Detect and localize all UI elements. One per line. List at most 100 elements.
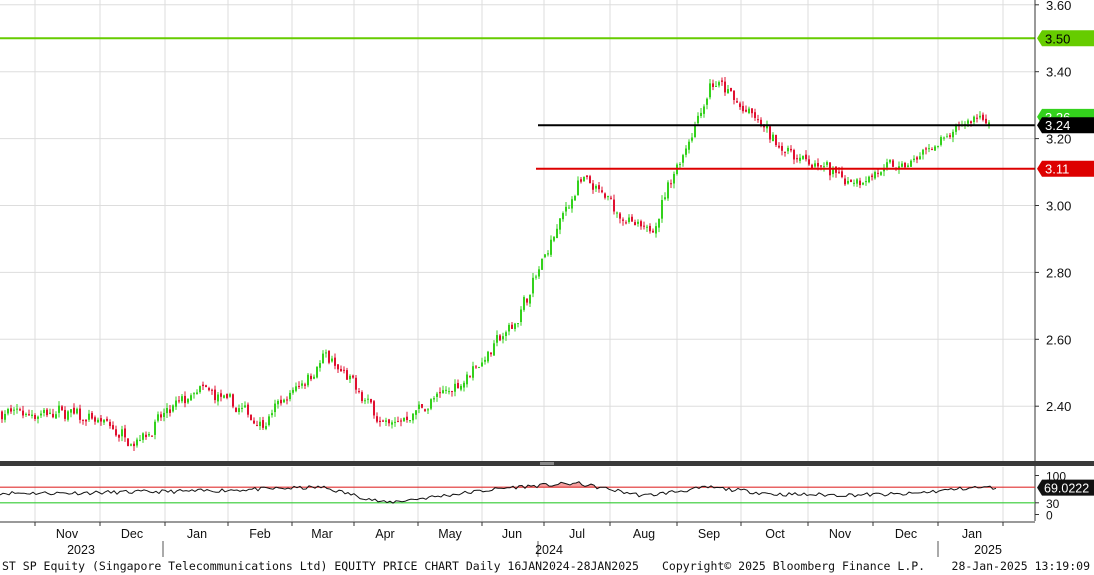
up-candle [583,176,585,182]
up-candle [955,124,957,132]
down-candle [745,109,747,112]
up-candle [40,413,42,416]
up-candle [529,294,531,304]
down-candle [400,420,402,422]
up-candle [847,180,849,184]
up-candle [7,408,9,414]
up-candle [706,98,708,105]
up-candle [148,434,150,436]
down-candle [712,83,714,87]
up-candle [832,167,834,175]
up-candle [472,366,474,378]
up-candle [823,166,825,168]
up-candle [25,413,27,415]
up-candle [862,183,864,185]
up-candle [718,82,720,86]
up-candle [505,332,507,337]
up-candle [538,269,540,277]
up-candle [523,297,525,310]
up-candle [481,362,483,367]
up-candle [799,157,801,161]
down-candle [592,183,594,190]
up-candle [259,421,261,427]
up-candle [448,391,450,393]
up-candle [787,147,789,152]
down-candle [118,434,120,438]
down-candle [586,175,588,178]
down-candle [361,392,363,402]
up-candle [559,218,561,230]
down-candle [904,162,906,168]
up-candle [688,141,690,150]
up-candle [907,165,909,168]
down-candle [619,213,621,219]
down-candle [235,407,237,412]
up-candle [121,429,123,437]
panel-divider-handle [540,462,554,465]
up-candle [517,323,519,325]
down-candle [61,406,63,411]
price-tick-label: 2.60 [1046,332,1071,347]
down-candle [352,375,354,378]
up-candle [988,122,990,125]
down-candle [499,335,501,341]
up-candle [316,366,318,378]
up-candle [565,206,567,212]
down-candle [625,222,627,224]
down-candle [424,409,426,411]
down-candle [22,410,24,416]
up-candle [139,439,141,441]
up-candle [574,196,576,201]
month-label: Apr [375,527,394,541]
up-candle [865,181,867,183]
down-candle [817,162,819,167]
year-label: 2024 [535,543,563,557]
up-candle [175,400,177,407]
down-candle [340,368,342,372]
down-candle [970,121,972,124]
down-candle [721,80,723,82]
down-candle [643,225,645,227]
down-candle [511,324,513,329]
up-candle [658,218,660,228]
down-candle [976,117,978,119]
up-candle [364,400,366,402]
up-candle [409,420,411,422]
down-candle [877,172,879,174]
footer-security-description: ST SP Equity (Singapore Telecommunicatio… [2,559,639,573]
up-candle [43,409,45,413]
down-candle [1,411,3,420]
up-candle [88,413,90,420]
up-candle [772,134,774,142]
up-candle [295,386,297,391]
up-candle [418,404,420,409]
down-candle [280,399,282,404]
up-candle [289,392,291,400]
down-candle [397,421,399,423]
up-candle [367,398,369,400]
down-candle [796,158,798,160]
up-candle [103,419,105,423]
up-candle [49,412,51,414]
up-candle [664,197,666,200]
up-candle [691,137,693,141]
up-candle [694,124,696,138]
month-label: Jan [187,527,207,541]
down-candle [262,420,264,428]
month-label: May [438,527,462,541]
up-candle [535,276,537,278]
up-candle [856,179,858,184]
down-candle [793,150,795,160]
up-candle [667,182,669,199]
down-candle [634,222,636,226]
up-candle [301,383,303,386]
up-candle [463,382,465,388]
up-candle [922,149,924,155]
rsi-last-value-tag [1037,479,1094,496]
rsi-line [0,481,997,504]
down-candle [742,105,744,112]
down-candle [649,225,651,232]
up-candle [319,363,321,368]
up-candle [466,374,468,385]
